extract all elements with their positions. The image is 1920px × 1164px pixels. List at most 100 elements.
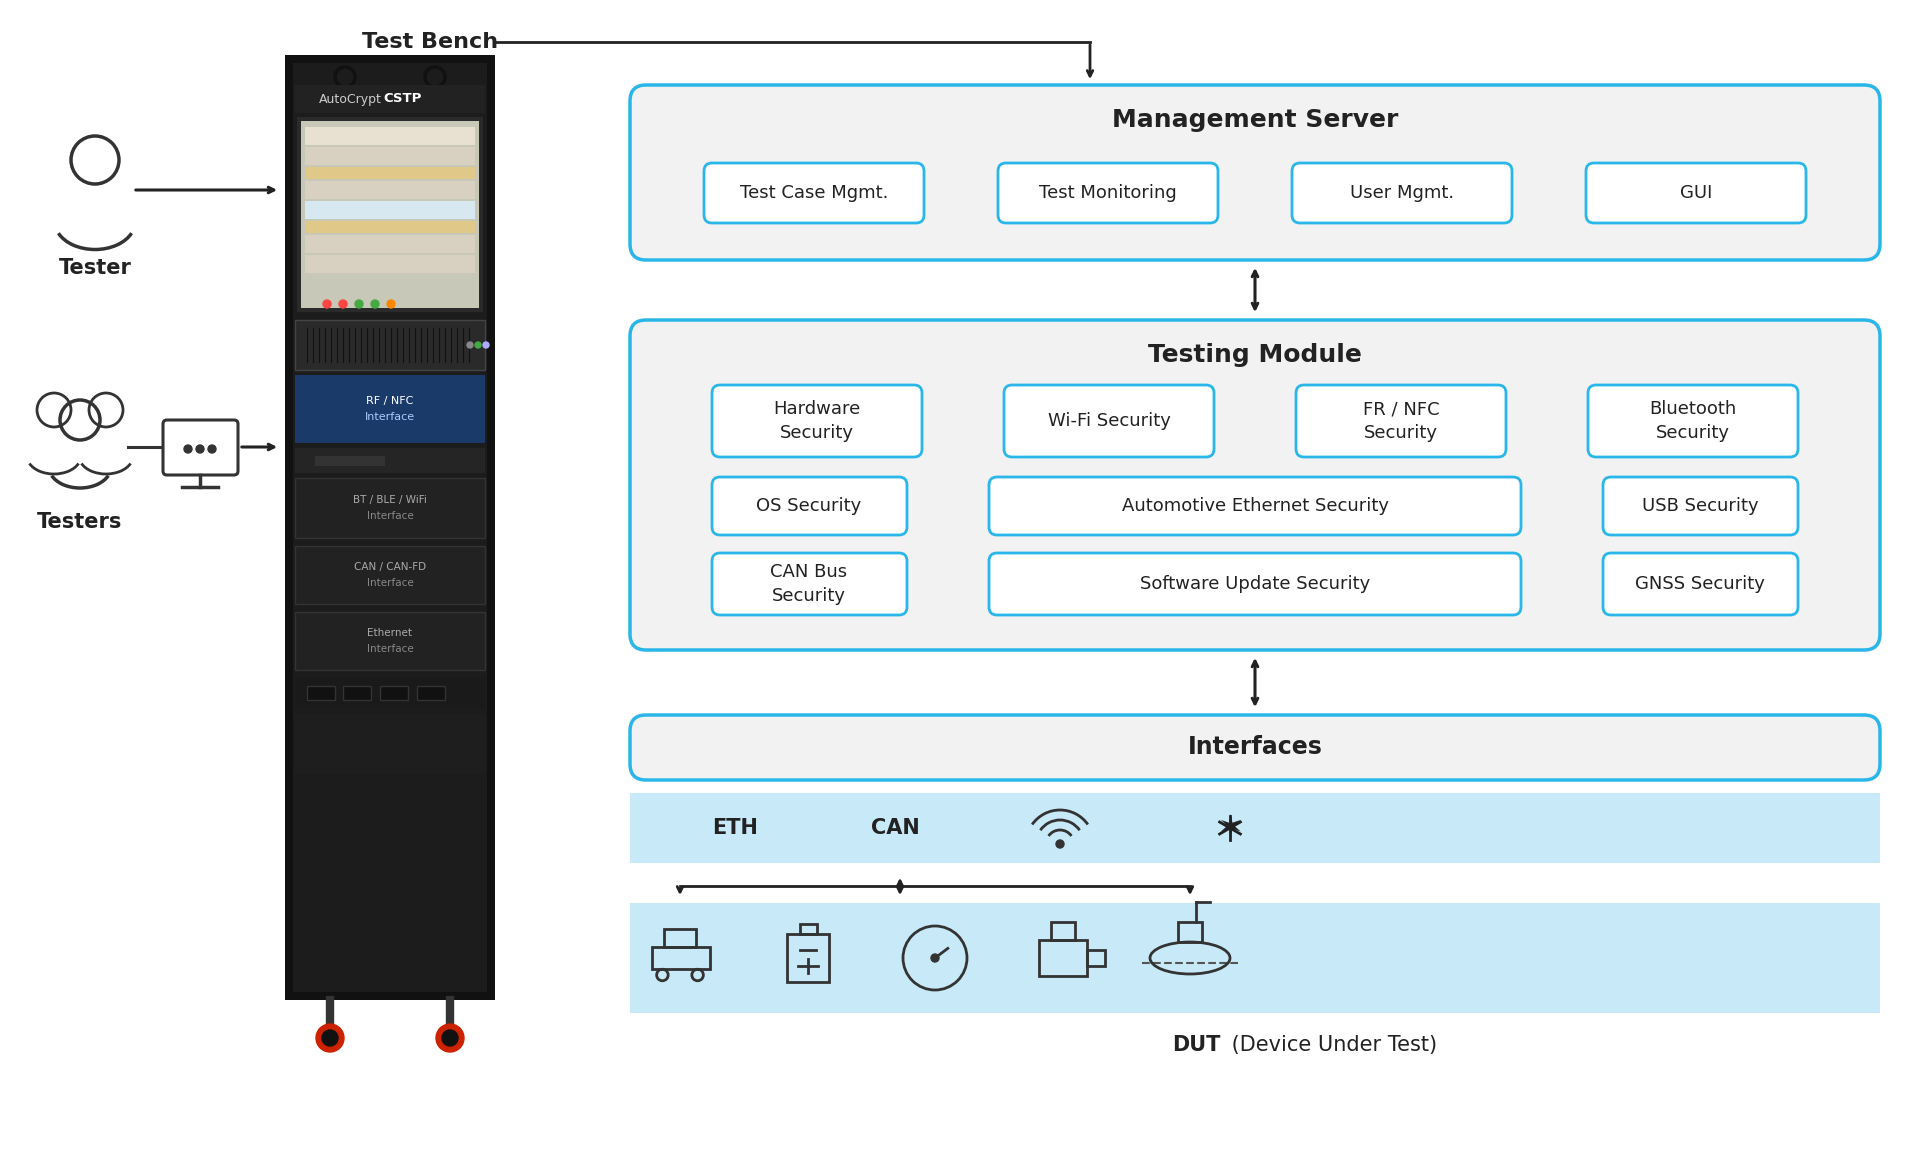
Bar	[787, 934, 829, 982]
Bar	[301, 121, 478, 308]
FancyBboxPatch shape	[630, 320, 1880, 650]
Bar	[305, 201, 474, 219]
FancyBboxPatch shape	[1292, 163, 1513, 223]
FancyBboxPatch shape	[705, 163, 924, 223]
Circle shape	[184, 445, 192, 453]
Bar	[305, 147, 474, 165]
FancyBboxPatch shape	[630, 85, 1880, 260]
Text: CSTP: CSTP	[382, 92, 420, 106]
Text: Interface: Interface	[365, 412, 415, 423]
FancyBboxPatch shape	[163, 420, 238, 475]
Text: Bluetooth
Security: Bluetooth Security	[1649, 400, 1736, 442]
Bar	[296, 478, 486, 538]
Bar	[296, 612, 486, 670]
Bar	[664, 929, 695, 947]
Bar	[296, 546, 486, 604]
FancyBboxPatch shape	[712, 385, 922, 457]
Text: DUT: DUT	[1171, 1035, 1219, 1055]
Bar	[380, 686, 407, 700]
Circle shape	[467, 342, 472, 348]
Bar	[305, 127, 474, 146]
Circle shape	[474, 342, 482, 348]
Bar	[653, 947, 710, 970]
Circle shape	[196, 445, 204, 453]
Text: GUI: GUI	[1680, 184, 1713, 203]
Text: Tester: Tester	[60, 258, 131, 278]
Bar	[296, 612, 486, 670]
FancyBboxPatch shape	[630, 715, 1880, 780]
Bar	[305, 235, 474, 253]
Circle shape	[388, 300, 396, 308]
Circle shape	[340, 300, 348, 308]
FancyBboxPatch shape	[712, 553, 906, 615]
Bar	[488, 55, 495, 1000]
Text: Test Bench: Test Bench	[363, 31, 497, 52]
Circle shape	[207, 445, 215, 453]
Text: AutoCrypt: AutoCrypt	[319, 92, 382, 106]
FancyBboxPatch shape	[989, 477, 1521, 535]
Bar	[630, 793, 1880, 863]
Text: Ethernet: Ethernet	[367, 629, 413, 638]
Text: (Device Under Test): (Device Under Test)	[1225, 1035, 1438, 1055]
Text: Interfaces: Interfaces	[1188, 734, 1323, 759]
Bar	[284, 55, 495, 1000]
Text: BT / BLE / WiFi: BT / BLE / WiFi	[353, 495, 426, 505]
Text: Testers: Testers	[36, 512, 123, 532]
Bar	[284, 55, 495, 63]
Bar	[305, 166, 474, 179]
Bar	[284, 992, 495, 1000]
Circle shape	[436, 1024, 465, 1052]
Bar	[296, 478, 486, 538]
FancyBboxPatch shape	[1603, 477, 1797, 535]
Bar	[296, 714, 486, 774]
Bar	[1050, 922, 1075, 941]
Text: CAN Bus
Security: CAN Bus Security	[770, 563, 847, 605]
Bar	[1039, 941, 1087, 975]
Text: RF / NFC: RF / NFC	[367, 396, 413, 406]
Text: User Mgmt.: User Mgmt.	[1350, 184, 1453, 203]
Bar	[1179, 922, 1202, 942]
Circle shape	[355, 300, 363, 308]
Bar	[305, 221, 474, 233]
Bar	[298, 118, 484, 312]
Text: GNSS Security: GNSS Security	[1636, 575, 1764, 592]
Text: Interface: Interface	[367, 511, 413, 521]
Bar	[801, 924, 816, 934]
Bar	[307, 686, 334, 700]
Circle shape	[442, 1030, 459, 1046]
Text: CAN / CAN-FD: CAN / CAN-FD	[353, 562, 426, 572]
Circle shape	[484, 342, 490, 348]
Bar	[296, 320, 486, 370]
Text: ✶: ✶	[1217, 814, 1242, 843]
Bar	[296, 375, 486, 443]
Bar	[315, 456, 386, 466]
Text: Interface: Interface	[367, 579, 413, 588]
Text: CAN: CAN	[870, 818, 920, 838]
Circle shape	[1056, 840, 1064, 849]
Bar	[1087, 950, 1106, 966]
Bar	[630, 903, 1880, 1013]
FancyBboxPatch shape	[998, 163, 1217, 223]
Circle shape	[371, 300, 378, 308]
Text: FR / NFC
Security: FR / NFC Security	[1363, 400, 1440, 442]
Text: ETH: ETH	[712, 818, 758, 838]
Bar	[344, 686, 371, 700]
Text: USB Security: USB Security	[1642, 497, 1759, 514]
Bar	[284, 55, 294, 1000]
Bar	[296, 677, 486, 708]
Text: Software Update Security: Software Update Security	[1140, 575, 1371, 592]
Text: Wi-Fi Security: Wi-Fi Security	[1048, 412, 1171, 430]
Text: Test Monitoring: Test Monitoring	[1039, 184, 1177, 203]
Circle shape	[323, 300, 330, 308]
FancyBboxPatch shape	[1603, 553, 1797, 615]
FancyBboxPatch shape	[712, 477, 906, 535]
Text: OS Security: OS Security	[756, 497, 862, 514]
Bar	[296, 546, 486, 604]
Circle shape	[317, 1024, 344, 1052]
FancyBboxPatch shape	[1296, 385, 1505, 457]
Bar	[296, 448, 486, 473]
Text: Hardware
Security: Hardware Security	[774, 400, 860, 442]
FancyBboxPatch shape	[1588, 385, 1797, 457]
Text: Test Case Mgmt.: Test Case Mgmt.	[739, 184, 889, 203]
FancyBboxPatch shape	[989, 553, 1521, 615]
